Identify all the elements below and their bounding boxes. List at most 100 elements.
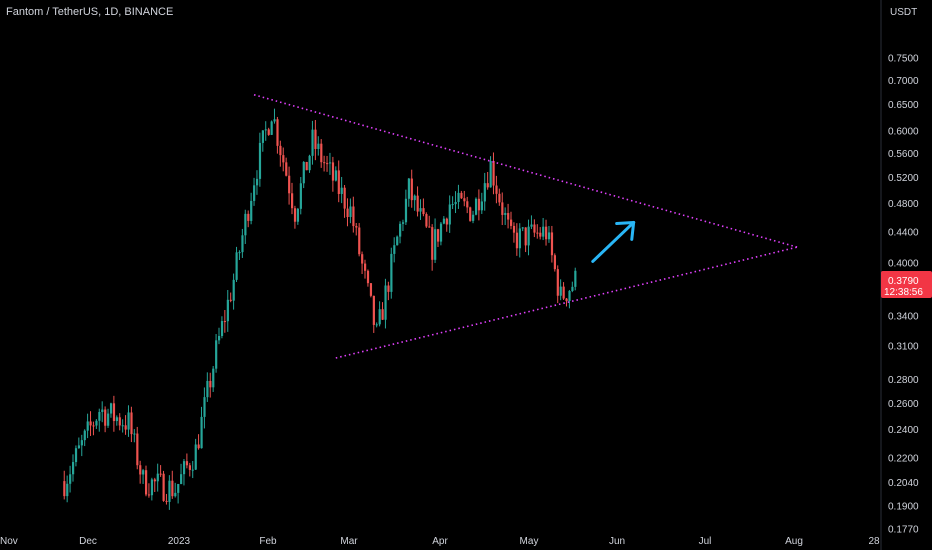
candle — [229, 292, 232, 303]
candle — [72, 454, 75, 482]
candle — [536, 224, 539, 239]
candle — [550, 225, 554, 263]
price-tick-label: 0.3400 — [888, 312, 919, 323]
time-tick-label: Jun — [609, 536, 625, 547]
candle — [273, 108, 276, 124]
candle — [115, 415, 118, 426]
candle — [361, 251, 364, 274]
countdown-value: 12:38:56 — [884, 287, 923, 298]
candle — [291, 182, 294, 215]
candle — [559, 279, 562, 301]
candle — [185, 453, 189, 469]
candle — [145, 465, 148, 497]
candle — [174, 482, 177, 498]
price-tick-label: 0.6000 — [888, 126, 919, 137]
candle — [109, 402, 113, 418]
price-tick-label: 0.2200 — [888, 454, 919, 465]
candle — [323, 155, 326, 172]
candle — [545, 219, 548, 246]
price-tick-label: 0.4000 — [888, 259, 919, 270]
candle — [232, 273, 235, 310]
candles-layer — [63, 108, 577, 510]
candle — [255, 170, 259, 195]
candle — [495, 175, 498, 204]
candle — [124, 415, 127, 435]
candle — [212, 366, 215, 392]
candle — [314, 120, 317, 161]
candle — [431, 224, 434, 271]
candle — [331, 156, 335, 192]
candle — [428, 215, 431, 228]
candle — [457, 184, 460, 209]
candle — [489, 156, 492, 188]
price-tick-label: 0.1900 — [888, 501, 919, 512]
candle — [422, 198, 425, 217]
candle — [542, 217, 545, 241]
candle — [574, 267, 577, 291]
candle — [80, 434, 83, 457]
candle — [223, 309, 227, 333]
candle — [472, 210, 475, 224]
candle — [416, 186, 419, 217]
arrow-up-icon[interactable] — [591, 220, 636, 263]
candle — [77, 437, 81, 449]
candle — [474, 197, 478, 216]
price-tick-label: 0.2600 — [888, 399, 919, 410]
candle — [407, 177, 410, 207]
candle — [469, 206, 472, 222]
candle — [165, 493, 168, 505]
time-tick-label: Apr — [432, 536, 448, 547]
candle — [401, 219, 405, 232]
candle — [206, 372, 209, 402]
candle — [153, 477, 156, 493]
candle — [107, 408, 110, 428]
candle — [524, 227, 527, 253]
candle — [317, 136, 320, 156]
candle — [247, 210, 250, 228]
candle — [293, 205, 297, 229]
candle — [305, 161, 308, 171]
candle — [510, 211, 513, 230]
candle — [220, 316, 224, 339]
candle — [419, 199, 422, 220]
candle — [276, 116, 279, 154]
candle — [454, 191, 457, 214]
candle — [250, 192, 253, 225]
candle — [410, 169, 413, 208]
candle — [92, 421, 95, 436]
time-axis[interactable]: Nov Dec 2023 Feb Mar Apr May Jun Jul Aug 28 — [0, 536, 880, 547]
candle — [200, 406, 203, 449]
candle — [369, 283, 373, 298]
candle — [258, 132, 262, 187]
price-tick-label: 0.2400 — [888, 425, 919, 436]
candle — [539, 227, 542, 240]
candle — [437, 228, 440, 248]
candle — [270, 120, 273, 136]
candle — [571, 281, 574, 293]
candle — [425, 212, 428, 228]
candle — [390, 247, 393, 299]
candle — [299, 177, 302, 215]
candle — [139, 460, 142, 484]
candle — [334, 166, 337, 182]
candle — [387, 281, 390, 301]
candle — [328, 152, 332, 175]
candle — [393, 237, 396, 263]
candle — [267, 127, 270, 136]
candle — [504, 207, 507, 225]
candle — [180, 463, 183, 485]
candle — [66, 475, 69, 503]
candle — [69, 465, 72, 493]
candle — [346, 198, 349, 227]
candle — [302, 161, 305, 189]
candle — [63, 470, 66, 500]
candle — [98, 408, 101, 432]
candle — [521, 226, 524, 232]
candle — [150, 477, 154, 501]
price-axis[interactable]: 0.7500 0.7000 0.6500 0.6000 0.5600 0.5200 0.48… — [888, 54, 919, 536]
candle — [512, 222, 516, 243]
candle — [518, 223, 521, 258]
candle — [162, 470, 165, 502]
candle — [492, 152, 495, 195]
